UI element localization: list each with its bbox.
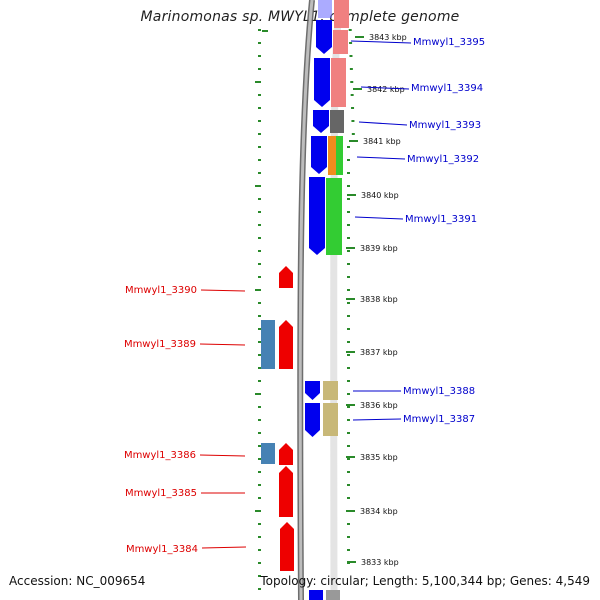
cog-bar-mmwyl1_3394 [331,58,346,107]
gene-label-mmwyl1_3388[interactable]: Mmwyl1_3388 [403,386,475,397]
gene-label-mmwyl1_3393[interactable]: Mmwyl1_3393 [409,120,481,131]
cog-bar-mmwyl1_3395 [333,30,348,54]
gene-label-mmwyl1_3394[interactable]: Mmwyl1_3394 [411,83,483,94]
gene-label-mmwyl1_3384[interactable]: Mmwyl1_3384 [126,544,198,555]
leader-line-mmwyl1_3391 [354,216,404,220]
gene-label-mmwyl1_3386[interactable]: Mmwyl1_3386 [124,450,196,461]
leader-line-mmwyl1_3394 [360,86,410,90]
gene-label-mmwyl1_3389[interactable]: Mmwyl1_3389 [124,339,196,350]
gene-arrow-mmwyl1_3387[interactable] [305,403,320,437]
gene-arrow-mmwyl1_3389[interactable] [279,320,293,369]
gene-arrow-mmwyl1_3385[interactable] [279,466,293,517]
gene-arrow-mmwyl1_3391[interactable] [309,177,325,255]
gene-labels: Mmwyl1_3395 Mmwyl1_3394 Mmwyl1_3393 Mmwyl1_… [124,37,485,555]
accession-label: Accession: NC_009654 [9,574,146,588]
map-title: Marinomonas sp. MWYL1, complete genome [140,9,460,25]
gene-arrow-mmwyl1_3390[interactable] [279,266,293,288]
backbone-inner [298,0,314,600]
scale-tick-label: 3836 kbp [360,401,398,410]
scale-tick-label: 3834 kbp [360,507,398,516]
gene-label-mmwyl1_3392[interactable]: Mmwyl1_3392 [407,154,479,165]
scale-tick-label: 3841 kbp [363,137,401,146]
leader-line-mmwyl1_3389 [199,343,246,346]
scale-tick-label: 3839 kbp [360,244,398,253]
scale-tick-label: 3833 kbp [361,558,399,567]
gene-arrow-mmwyl1_3395[interactable] [316,20,332,54]
gene-arrow-mmwyl1_3394[interactable] [314,58,330,107]
leader-line-mmwyl1_3384 [201,546,247,549]
gene-arrow-mmwyl1_3386[interactable] [279,443,293,465]
cog-bar-unlabeled [334,0,349,28]
cog-bar-secondary-mmwyl1_3392 [336,136,343,175]
cog-bar-mmwyl1_3391 [326,178,342,255]
leader-line-mmwyl1_3392 [356,156,406,160]
leader-line-mmwyl1_3393 [358,121,408,126]
leader-line-mmwyl1_3390 [200,289,246,292]
cog-bar-mmwyl1_3389 [261,320,275,369]
cog-bar-mmwyl1_3386 [261,443,275,464]
cog-bar-mmwyl1_3387 [323,403,338,436]
scale-tick-label: 3837 kbp [360,348,398,357]
leader-line-mmwyl1_3395 [350,40,412,44]
leader-line-mmwyl1_3387 [352,418,402,421]
gene-label-mmwyl1_3391[interactable]: Mmwyl1_3391 [405,214,477,225]
scale-tick-label: 3840 kbp [361,191,399,200]
scale-tick-label: 3835 kbp [360,453,398,462]
cog-bar-mmwyl1_3388 [323,381,338,400]
scale-tick-label: 3838 kbp [360,295,398,304]
gene-label-mmwyl1_3390[interactable]: Mmwyl1_3390 [125,285,197,296]
cog-bar-offpage [326,590,340,600]
scale-tick-label: 3843 kbp [369,33,407,42]
gene-arrow-unlabeled[interactable] [318,0,332,18]
gene-label-mmwyl1_3385[interactable]: Mmwyl1_3385 [125,488,197,499]
cog-bar-mmwyl1_3393 [330,110,344,133]
gene-arrow-mmwyl1_3392[interactable] [311,136,327,174]
gene-label-mmwyl1_3395[interactable]: Mmwyl1_3395 [413,37,485,48]
leader-line-mmwyl1_3386 [199,454,246,457]
topology-label: Topology: circular; Length: 5,100,344 bp… [260,574,590,588]
scale-ticks: 3843 kbp 3842 kbp 3841 kbp 3840 kbp 3839 kbp… [255,29,407,590]
gene-arrow-mmwyl1_3388[interactable] [305,381,320,400]
scale-tick-label: 3842 kbp [367,85,405,94]
gene-arrow-mmwyl1_3384[interactable] [280,522,294,571]
gene-features [261,0,349,600]
gene-arrow-offpage[interactable] [309,590,323,600]
gene-arrow-mmwyl1_3393[interactable] [313,110,329,133]
gene-label-mmwyl1_3387[interactable]: Mmwyl1_3387 [403,414,475,425]
